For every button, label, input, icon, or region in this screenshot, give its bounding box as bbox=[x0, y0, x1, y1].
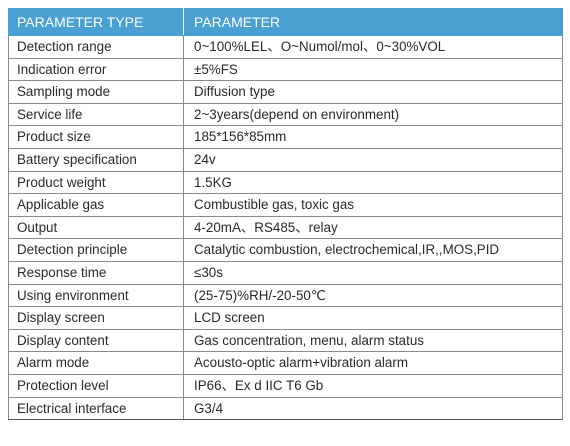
param-value-using-environment: (25-75)%RH/-20-50℃ bbox=[183, 283, 563, 308]
param-value-product-weight: 1.5KG bbox=[183, 170, 563, 195]
param-value-product-size: 185*156*85mm bbox=[183, 125, 563, 149]
param-name-electrical-interface: Electrical interface bbox=[8, 396, 184, 421]
param-name-sampling-mode: Sampling mode bbox=[8, 80, 184, 104]
param-value-response-time: ≤30s bbox=[183, 260, 563, 285]
header-parameter: PARAMETER bbox=[183, 8, 563, 36]
param-value-indication-error: ±5%FS bbox=[183, 57, 563, 82]
param-name-service-life: Service life bbox=[8, 102, 184, 127]
table-row: Applicable gas Combustible gas, toxic ga… bbox=[8, 193, 563, 217]
table-row: Sampling mode Diffusion type bbox=[8, 80, 563, 104]
param-name-indication-error: Indication error bbox=[8, 57, 184, 82]
header-parameter-type: PARAMETER TYPE bbox=[8, 8, 184, 36]
param-name-response-time: Response time bbox=[8, 260, 184, 285]
param-name-display-content: Display content bbox=[8, 328, 184, 353]
param-value-battery-specification: 24v bbox=[183, 147, 563, 172]
param-value-protection-level: IP66、Ex d IIC T6 Gb bbox=[183, 373, 563, 398]
parameter-table: PARAMETER TYPE PARAMETER Detection range… bbox=[8, 8, 563, 421]
param-value-detection-principle: Catalytic combustion, electrochemical,IR… bbox=[183, 238, 563, 262]
table-row: Product size 185*156*85mm bbox=[8, 125, 563, 149]
param-value-electrical-interface: G3/4 bbox=[183, 396, 563, 421]
param-name-output: Output bbox=[8, 215, 184, 240]
table-row: Protection level IP66、Ex d IIC T6 Gb bbox=[8, 373, 563, 398]
param-value-display-content: Gas concentration, menu, alarm status bbox=[183, 328, 563, 353]
param-name-battery-specification: Battery specification bbox=[8, 147, 184, 172]
table-row: Indication error ±5%FS bbox=[8, 57, 563, 82]
param-name-display-screen: Display screen bbox=[8, 306, 184, 330]
table-row: Electrical interface G3/4 bbox=[8, 396, 563, 421]
param-value-sampling-mode: Diffusion type bbox=[183, 80, 563, 104]
table-row: Service life 2~3years(depend on environm… bbox=[8, 102, 563, 127]
param-value-alarm-mode: Acousto-optic alarm+vibration alarm bbox=[183, 351, 563, 375]
param-value-output: 4-20mA、RS485、relay bbox=[183, 215, 563, 240]
table-row: Product weight 1.5KG bbox=[8, 170, 563, 195]
table-row: Display content Gas concentration, menu,… bbox=[8, 328, 563, 353]
param-value-applicable-gas: Combustible gas, toxic gas bbox=[183, 193, 563, 217]
param-name-using-environment: Using environment bbox=[8, 283, 184, 308]
table-row: Display screen LCD screen bbox=[8, 306, 563, 330]
table-row: Response time ≤30s bbox=[8, 260, 563, 285]
param-name-applicable-gas: Applicable gas bbox=[8, 193, 184, 217]
table-row: Detection range 0~100%LEL、O~Numol/mol、0~… bbox=[8, 35, 563, 59]
table-row: Output 4-20mA、RS485、relay bbox=[8, 215, 563, 240]
table-row: Alarm mode Acousto-optic alarm+vibration… bbox=[8, 351, 563, 375]
table-row: Battery specification 24v bbox=[8, 147, 563, 172]
table-row: Detection principle Catalytic combustion… bbox=[8, 238, 563, 262]
param-value-service-life: 2~3years(depend on environment) bbox=[183, 102, 563, 127]
param-name-protection-level: Protection level bbox=[8, 373, 184, 398]
param-name-product-weight: Product weight bbox=[8, 170, 184, 195]
param-value-detection-range: 0~100%LEL、O~Numol/mol、0~30%VOL bbox=[183, 35, 563, 59]
table-row: Using environment (25-75)%RH/-20-50℃ bbox=[8, 283, 563, 308]
param-value-display-screen: LCD screen bbox=[183, 306, 563, 330]
param-name-detection-range: Detection range bbox=[8, 35, 184, 59]
param-name-detection-principle: Detection principle bbox=[8, 238, 184, 262]
param-name-product-size: Product size bbox=[8, 125, 184, 149]
param-name-alarm-mode: Alarm mode bbox=[8, 351, 184, 375]
table-header-row: PARAMETER TYPE PARAMETER bbox=[8, 8, 563, 36]
